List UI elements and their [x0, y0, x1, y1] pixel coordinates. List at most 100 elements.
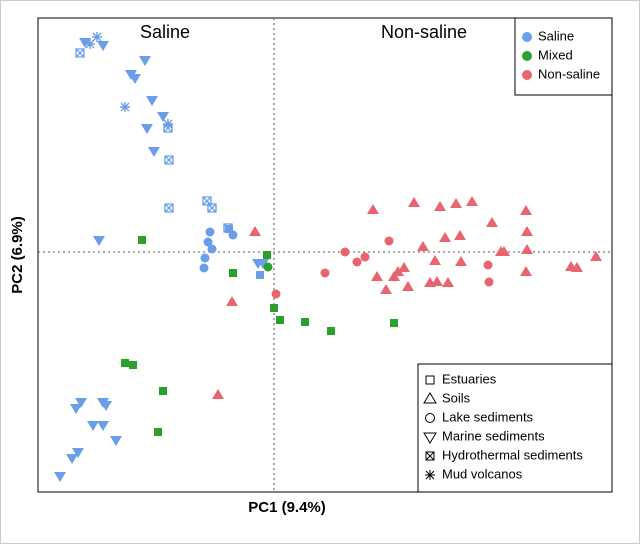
legend-swatch — [522, 70, 532, 80]
point — [434, 201, 446, 211]
point — [380, 284, 392, 294]
point — [72, 448, 84, 458]
point — [571, 262, 583, 272]
point — [455, 256, 467, 266]
point — [498, 246, 510, 256]
point — [439, 232, 451, 242]
legend-label: Mixed — [538, 47, 573, 62]
point — [203, 237, 213, 247]
legend-swatch — [522, 51, 532, 61]
point — [249, 226, 261, 236]
point — [66, 454, 78, 464]
region-label: Saline — [140, 22, 190, 42]
point — [590, 251, 602, 261]
legend-label: Non-saline — [538, 66, 600, 81]
point — [92, 32, 102, 42]
point — [398, 262, 410, 272]
point — [97, 421, 109, 431]
point — [271, 289, 281, 299]
legend-label: Marine sediments — [442, 428, 545, 443]
point — [154, 428, 162, 436]
point — [148, 147, 160, 157]
point — [520, 266, 532, 276]
y-axis-label: PC2 (6.9%) — [9, 216, 26, 294]
point — [199, 263, 209, 273]
point — [360, 252, 370, 262]
point — [431, 276, 443, 286]
point — [139, 56, 151, 66]
legend-symbol — [425, 451, 435, 461]
point — [129, 361, 137, 369]
point — [87, 421, 99, 431]
point — [371, 271, 383, 281]
point — [54, 472, 66, 482]
point — [484, 277, 494, 287]
point — [301, 318, 309, 326]
point — [402, 281, 414, 291]
legend-label: Estuaries — [442, 371, 497, 386]
shape-legend-box — [417, 363, 613, 493]
legend-label: Mud volcanos — [442, 466, 523, 481]
point — [340, 247, 350, 257]
point — [205, 227, 215, 237]
legend-label: Soils — [442, 390, 471, 405]
point — [442, 277, 454, 287]
point — [163, 123, 173, 133]
point — [384, 236, 394, 246]
point — [454, 230, 466, 240]
point — [521, 226, 533, 236]
point — [257, 259, 269, 269]
point — [97, 41, 109, 51]
legend-symbol — [423, 432, 437, 444]
point — [157, 112, 169, 122]
point — [521, 244, 533, 254]
point — [138, 236, 146, 244]
point — [229, 269, 237, 277]
point — [110, 436, 122, 446]
point — [70, 404, 82, 414]
point — [75, 48, 85, 58]
point — [263, 251, 271, 259]
point — [200, 253, 210, 263]
point — [100, 401, 112, 411]
point — [367, 204, 379, 214]
point — [164, 203, 174, 213]
plot-frame — [37, 17, 613, 493]
legend-label: Saline — [538, 28, 574, 43]
point — [141, 124, 153, 134]
point — [408, 197, 420, 207]
point — [486, 217, 498, 227]
point — [483, 260, 493, 270]
point — [75, 398, 87, 408]
point — [520, 205, 532, 215]
legend-symbol — [425, 375, 435, 385]
legend-symbol — [423, 392, 437, 404]
point — [129, 74, 141, 84]
point — [164, 155, 174, 165]
point — [120, 102, 130, 112]
point — [327, 327, 335, 335]
point — [392, 266, 404, 276]
point — [417, 241, 429, 251]
point — [390, 319, 398, 327]
point — [212, 389, 224, 399]
legend-label: Hydrothermal sediments — [442, 447, 583, 462]
point — [352, 257, 362, 267]
legend-symbol — [425, 470, 435, 480]
point — [146, 96, 158, 106]
point — [93, 236, 105, 246]
point — [159, 387, 167, 395]
point — [450, 198, 462, 208]
point — [121, 359, 129, 367]
point — [270, 304, 278, 312]
region-label: Non-saline — [381, 22, 467, 42]
point — [466, 196, 478, 206]
x-axis-label: PC1 (9.4%) — [248, 499, 326, 516]
point — [225, 225, 233, 233]
point — [263, 262, 273, 272]
point — [320, 268, 330, 278]
point — [79, 38, 91, 48]
legend-swatch — [522, 32, 532, 42]
point — [207, 203, 217, 213]
